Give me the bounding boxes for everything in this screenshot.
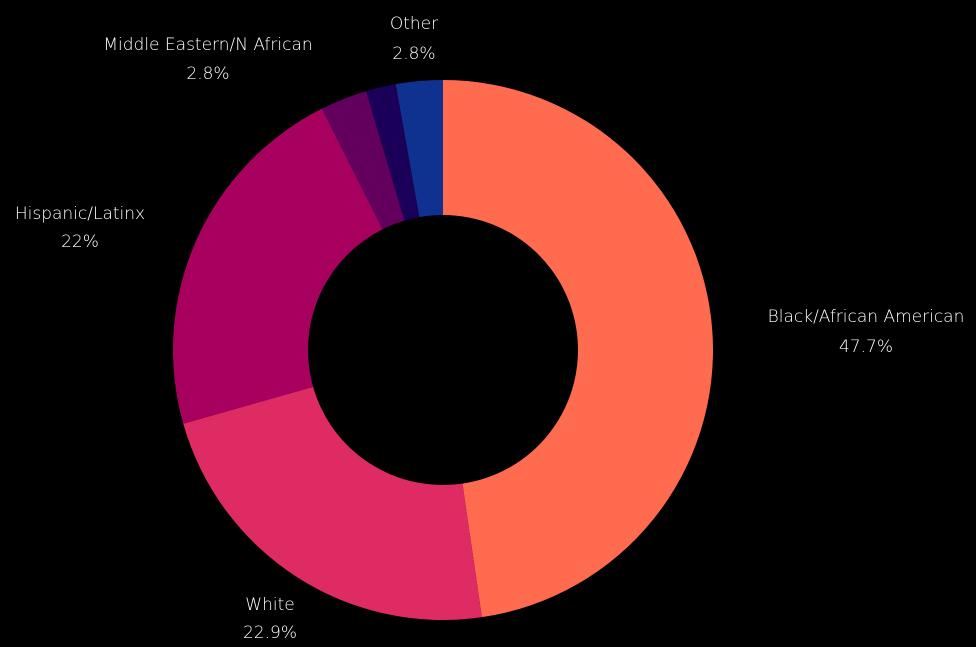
label-hispanic-latinx: Hispanic/Latinx xyxy=(15,204,145,224)
slice-white[interactable] xyxy=(183,386,482,620)
value-middle-eastern-n-african: 2.8% xyxy=(186,64,229,84)
value-white: 22.9% xyxy=(243,623,297,642)
label-white: White xyxy=(245,595,294,615)
value-black-african-american: 47.7% xyxy=(839,337,893,357)
slice-unlabeled-3[interactable] xyxy=(321,91,405,230)
slice-middle-eastern-n-african[interactable] xyxy=(366,84,420,221)
value-hispanic-latinx: 22% xyxy=(61,232,99,252)
slice-hispanic-latinx[interactable] xyxy=(173,108,383,424)
label-black-african-american: Black/African American xyxy=(768,307,965,327)
value-other: 2.8% xyxy=(392,44,435,64)
labels-group: Black/African American 47.7% White 22.9%… xyxy=(15,14,965,643)
label-other: Other xyxy=(390,14,438,34)
slice-black-african-american[interactable] xyxy=(443,80,713,618)
slice-other[interactable] xyxy=(395,80,443,218)
label-middle-eastern-n-african: Middle Eastern/N African xyxy=(103,35,312,55)
slices-group xyxy=(173,80,713,620)
